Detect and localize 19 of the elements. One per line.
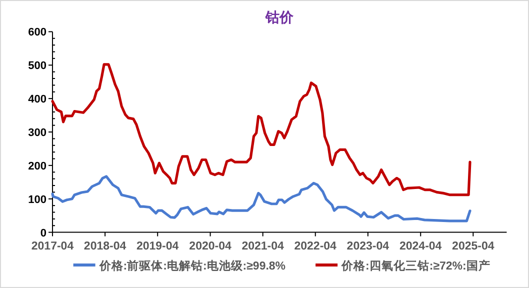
x-tick-label: 2024-04 [400, 240, 442, 252]
x-tick-label: 2018-04 [84, 240, 127, 252]
x-tick-label: 2025-04 [452, 240, 495, 252]
x-tick-label: 2023-04 [346, 240, 390, 252]
y-tick-label: 300 [28, 127, 46, 139]
x-tick-label: 2017-04 [31, 240, 74, 252]
y-tick-label: 0 [40, 227, 46, 240]
y-tick-label: 100 [28, 194, 46, 206]
y-tick-label: 400 [28, 94, 46, 106]
legend-label: 价格:四氧化三钴:≥72%:国产 [340, 258, 490, 272]
x-tick-label: 2020-04 [189, 240, 232, 252]
y-tick-label: 500 [28, 60, 46, 72]
x-tick-label: 2021-04 [242, 240, 285, 252]
y-tick-label: 200 [28, 160, 46, 172]
x-tick-label: 2022-04 [294, 240, 338, 252]
chart-title: 钴价 [264, 9, 295, 25]
legend-label: 价格:前驱体:电解钴:电池级:≥99.8% [98, 258, 286, 272]
x-tick-label: 2019-04 [136, 240, 180, 252]
y-tick-label: 600 [28, 26, 46, 39]
